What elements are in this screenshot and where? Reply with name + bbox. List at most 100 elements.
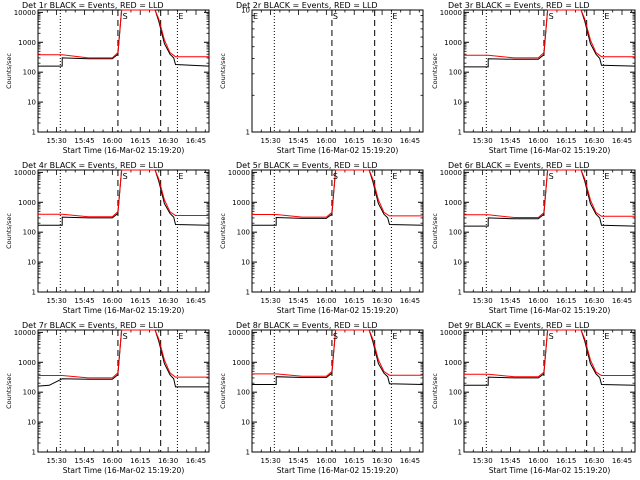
y-tick-label: 1 <box>458 129 462 137</box>
x-tick-label: 16:00 <box>528 137 548 145</box>
x-tick-label: 16:45 <box>186 297 206 305</box>
y-tick-label: 1000 <box>232 359 250 367</box>
x-tick-label: 16:00 <box>316 457 336 465</box>
plot-frame <box>37 329 210 453</box>
panel-det-5r: Det 5r BLACK = Events, RED = LLD 1 10 100 10… <box>219 161 424 315</box>
x-tick-label: 16:30 <box>372 297 392 305</box>
y-tick-label: 1 <box>32 449 36 457</box>
x-axis-title: Start Time (16-Mar-02 15:19:20) <box>63 146 185 155</box>
x-tick-label: 15:30 <box>46 297 66 305</box>
panel-title: Det 9r BLACK = Events, RED = LLD <box>448 321 590 330</box>
x-tick-label: 16:15 <box>130 457 150 465</box>
y-tick-label: 100 <box>449 389 462 397</box>
x-tick-label: 15:30 <box>46 137 66 145</box>
y-tick-label: 1000 <box>444 359 462 367</box>
x-tick-label: 16:00 <box>528 457 548 465</box>
plot-frame <box>463 9 636 133</box>
y-tick-label: 1000 <box>18 359 36 367</box>
x-tick-label: 16:00 <box>102 457 122 465</box>
x-tick-label: 15:45 <box>288 137 308 145</box>
y-tick-label: 1 <box>32 289 36 297</box>
x-tick-label: 16:30 <box>584 297 604 305</box>
y-tick-label: 1000 <box>18 39 36 47</box>
flag-e-label: E <box>253 12 258 21</box>
x-axis-title: Start Time (16-Mar-02 15:19:20) <box>277 306 399 315</box>
plot-frame <box>463 329 636 453</box>
flag-s-label: S <box>549 172 554 181</box>
panel-title: Det 8r BLACK = Events, RED = LLD <box>236 321 378 330</box>
x-tick-label: 16:15 <box>344 457 364 465</box>
x-tick-label: 16:30 <box>372 457 392 465</box>
y-tick-label: 10 <box>27 99 36 107</box>
x-axis-title: Start Time (16-Mar-02 15:19:20) <box>489 146 611 155</box>
x-tick-label: 16:45 <box>186 137 206 145</box>
panel-det-3r: Det 3r BLACK = Events, RED = LLD 1 10 100 10… <box>431 1 636 155</box>
y-tick-label: 1000 <box>18 199 36 207</box>
y-tick-label: 10000 <box>14 329 36 337</box>
panel-title: Det 6r BLACK = Events, RED = LLD <box>448 161 590 170</box>
lld-series-line <box>38 169 209 218</box>
y-tick-label: 10000 <box>228 169 250 177</box>
flag-s-label: S <box>333 332 338 341</box>
y-tick-label: 10000 <box>440 329 462 337</box>
panel-det-2r: Det 2r BLACK = Events, RED = LLD 1 10 15:30… <box>219 1 424 155</box>
y-tick-label: 100 <box>237 229 250 237</box>
lld-series-line <box>464 9 635 59</box>
y-tick-label: 1000 <box>232 199 250 207</box>
y-tick-label: 10000 <box>440 169 462 177</box>
x-tick-label: 16:15 <box>556 137 576 145</box>
lld-series-line <box>464 329 635 378</box>
panel-det-4r: Det 4r BLACK = Events, RED = LLD 1 10 100 10… <box>5 161 210 315</box>
y-tick-label: 1 <box>32 129 36 137</box>
x-tick-label: 15:45 <box>500 457 520 465</box>
flag-e-label: E <box>178 12 183 21</box>
y-tick-label: 1 <box>246 129 250 137</box>
x-tick-label: 16:00 <box>316 297 336 305</box>
x-tick-label: 16:30 <box>372 137 392 145</box>
lld-series-line <box>464 169 635 218</box>
flag-s-label: S <box>333 12 338 21</box>
y-axis-title: Counts/sec <box>219 373 227 409</box>
panel-det-1r: Det 1r BLACK = Events, RED = LLD 1 10 100 10… <box>5 1 210 155</box>
y-tick-label: 10 <box>453 99 462 107</box>
y-axis-title: Counts/sec <box>5 213 13 249</box>
x-tick-label: 15:45 <box>74 297 94 305</box>
y-tick-label: 100 <box>449 69 462 77</box>
y-tick-label: 10 <box>241 7 250 15</box>
x-axis-title: Start Time (16-Mar-02 15:19:20) <box>63 466 185 475</box>
flag-s-label: S <box>333 172 338 181</box>
plot-frame <box>37 169 210 293</box>
x-tick-label: 16:45 <box>612 457 632 465</box>
flag-e-label: E <box>604 12 609 21</box>
x-tick-label: 16:30 <box>584 137 604 145</box>
x-tick-label: 16:15 <box>556 457 576 465</box>
y-tick-label: 100 <box>23 229 36 237</box>
x-tick-label: 15:45 <box>74 457 94 465</box>
lld-series-line <box>252 329 423 377</box>
x-tick-label: 16:15 <box>344 137 364 145</box>
y-tick-label: 10 <box>27 259 36 267</box>
x-tick-label: 16:30 <box>584 457 604 465</box>
plot-frame <box>251 329 424 453</box>
panel-det-6r: Det 6r BLACK = Events, RED = LLD 1 10 100 10… <box>431 161 636 315</box>
flag-s-label: S <box>549 332 554 341</box>
x-tick-label: 15:45 <box>74 137 94 145</box>
x-tick-label: 15:30 <box>46 457 66 465</box>
x-axis-title: Start Time (16-Mar-02 15:19:20) <box>489 466 611 475</box>
x-tick-label: 16:00 <box>528 297 548 305</box>
x-axis-title: Start Time (16-Mar-02 15:19:20) <box>63 306 185 315</box>
x-tick-label: 16:00 <box>102 137 122 145</box>
x-tick-label: 16:15 <box>130 297 150 305</box>
x-tick-label: 16:00 <box>316 137 336 145</box>
flag-s-label: S <box>123 172 128 181</box>
plot-frame <box>463 169 636 293</box>
y-tick-label: 10 <box>453 259 462 267</box>
x-tick-label: 15:45 <box>288 457 308 465</box>
x-tick-label: 15:30 <box>472 137 492 145</box>
y-tick-label: 10 <box>27 419 36 427</box>
y-tick-label: 100 <box>23 389 36 397</box>
panel-title: Det 3r BLACK = Events, RED = LLD <box>448 1 590 10</box>
x-tick-label: 16:45 <box>612 297 632 305</box>
panel-title: Det 7r BLACK = Events, RED = LLD <box>22 321 164 330</box>
